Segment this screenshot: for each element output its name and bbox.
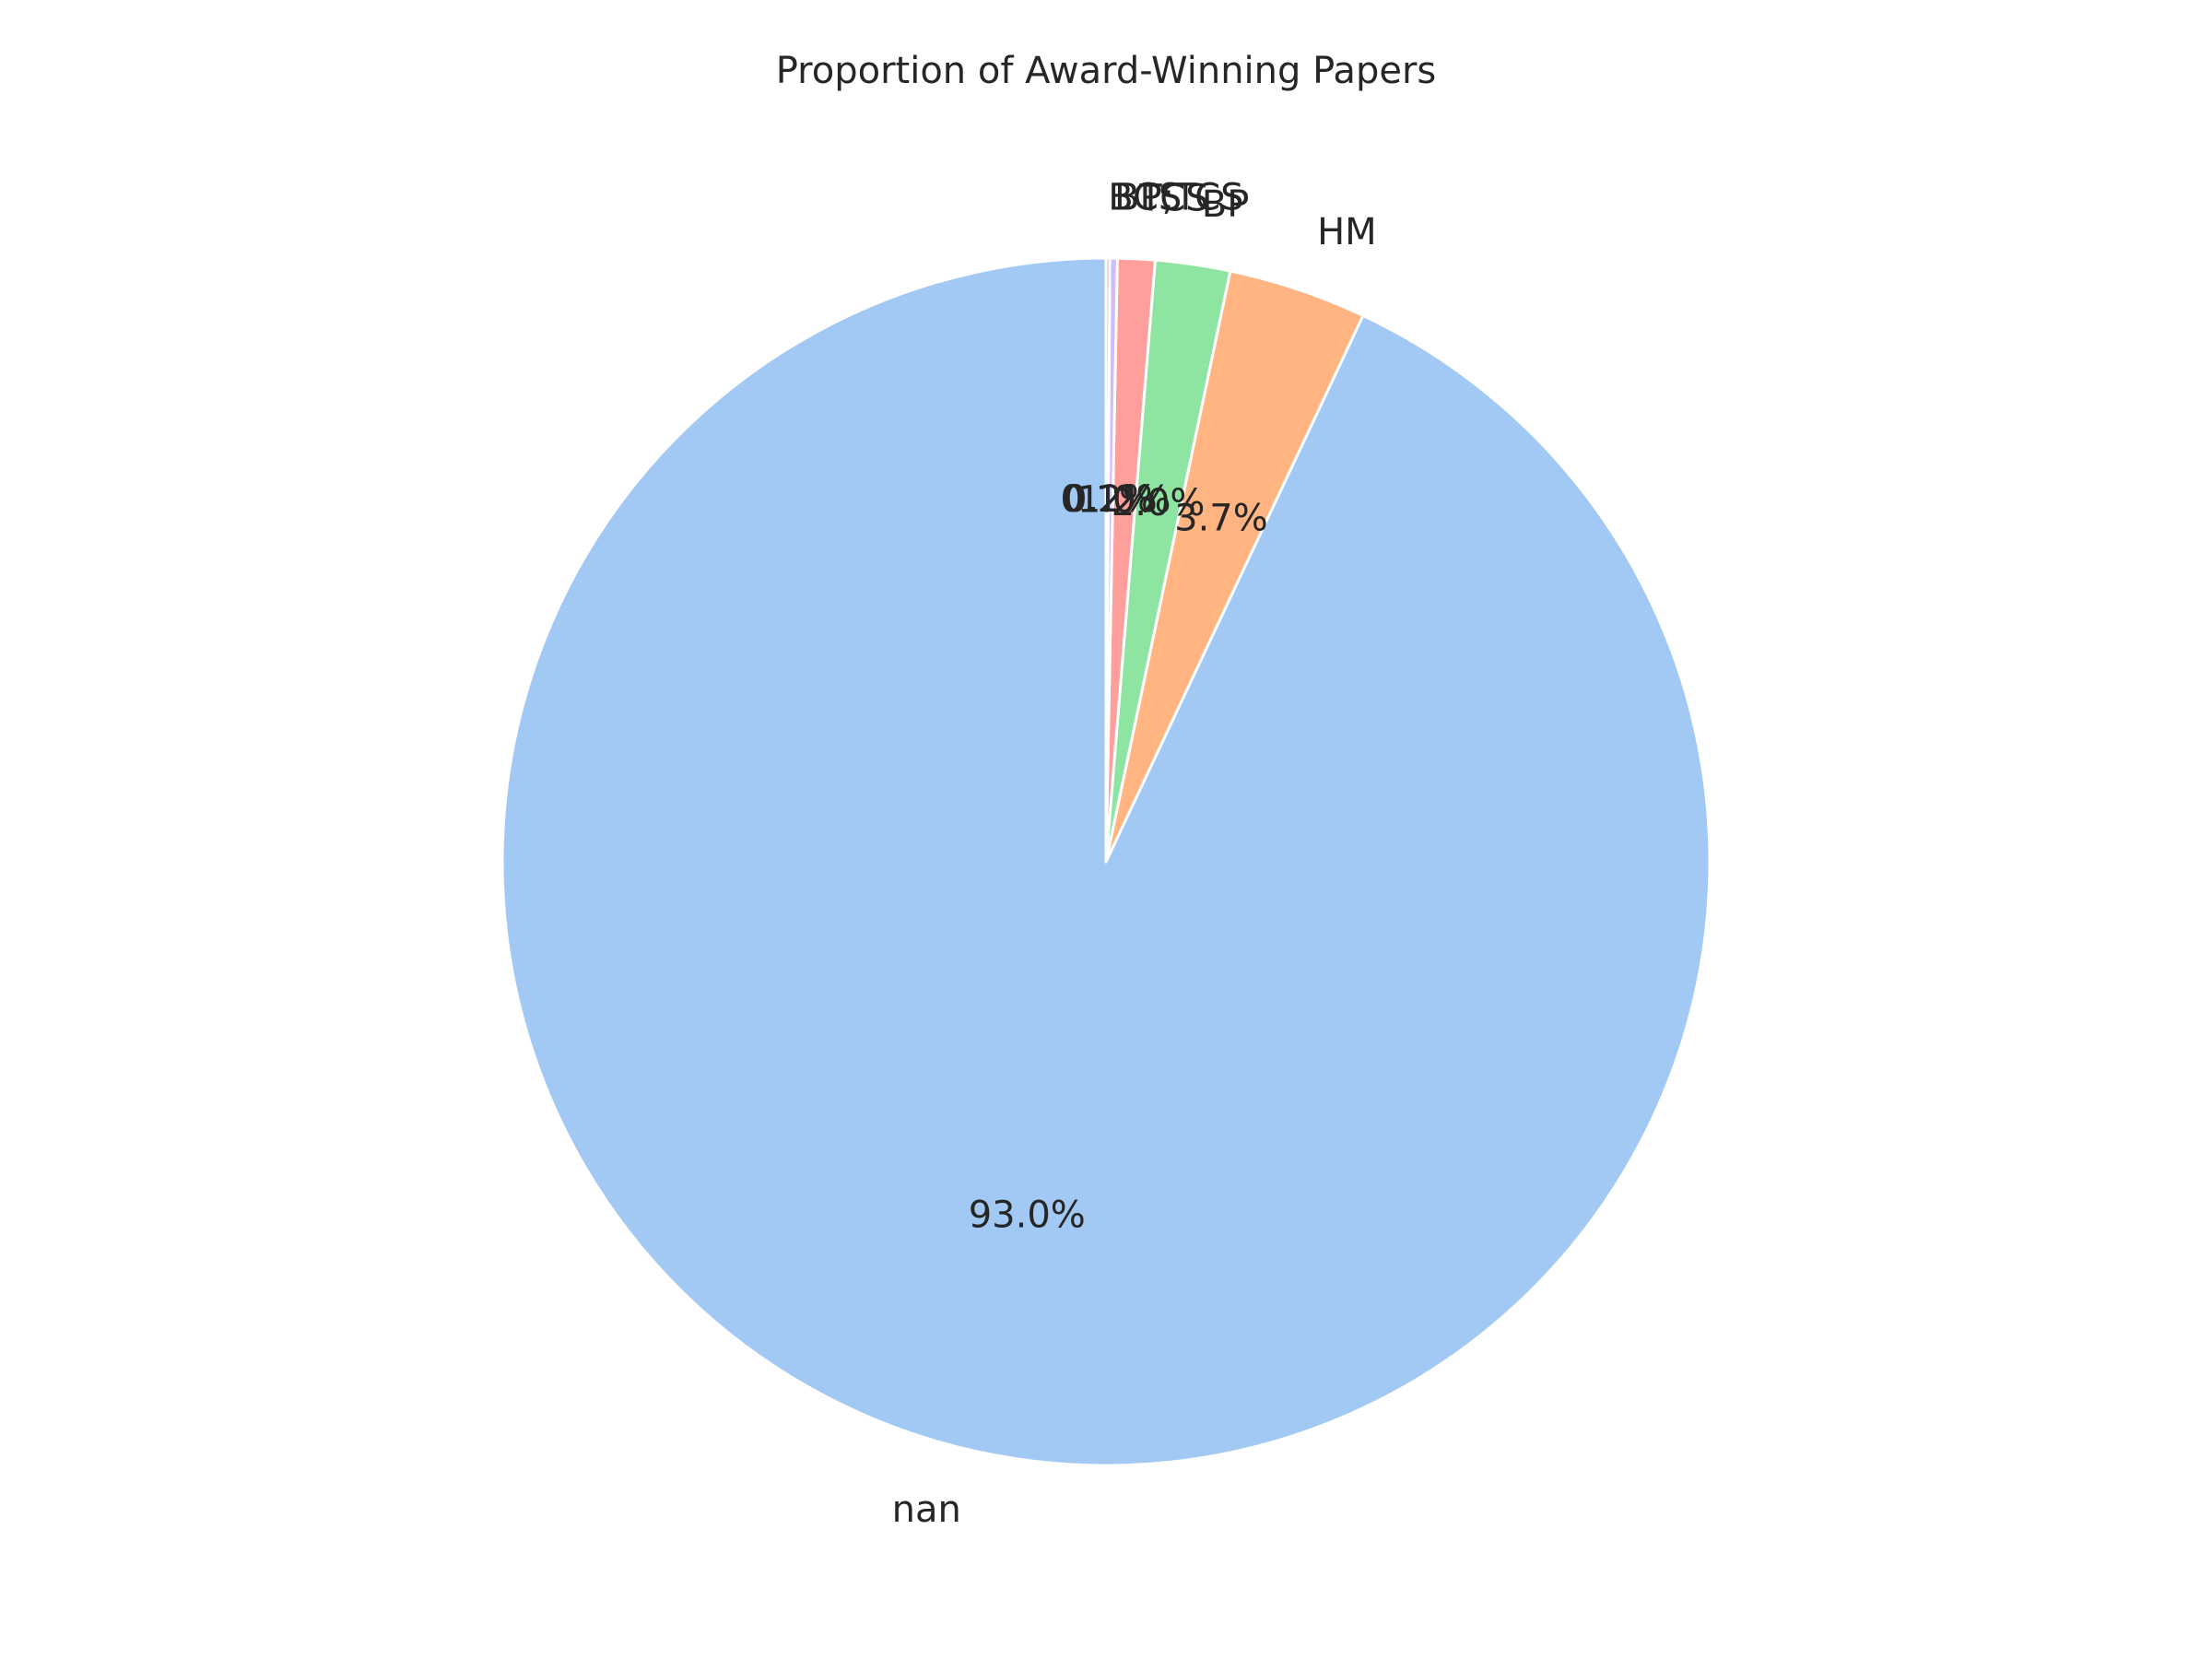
slice-label-bp: BP bbox=[1202, 183, 1250, 226]
slice-label-bcs: BCS bbox=[1108, 177, 1182, 219]
pct-label-bp-tcs: 0.2% bbox=[1064, 478, 1158, 521]
slice-label-tcs: TCS bbox=[1138, 177, 1208, 219]
pct-label-bp: 2.0% bbox=[1112, 482, 1206, 524]
pie-labels: nan 93.0% HM 3.7% BP 2.0% TCS 1.0% BP;TCS 0.2% BCS… bbox=[892, 177, 1377, 1532]
pct-label-bcs: 0.1% bbox=[1060, 478, 1154, 521]
pie-slices bbox=[500, 256, 1712, 1467]
slice-label-bp-tcs: BP;TCS bbox=[1114, 177, 1243, 219]
slice-label-hm: HM bbox=[1317, 211, 1377, 253]
slice-label-nan: nan bbox=[892, 1488, 961, 1531]
chart-title: Proportion of Award-Winning Papers bbox=[776, 50, 1436, 92]
pct-label-tcs: 1.0% bbox=[1077, 478, 1171, 521]
pie-slice-bcs bbox=[1104, 256, 1112, 864]
pct-label-hm: 3.7% bbox=[1174, 497, 1268, 539]
pct-label-nan: 93.0% bbox=[969, 1194, 1086, 1237]
